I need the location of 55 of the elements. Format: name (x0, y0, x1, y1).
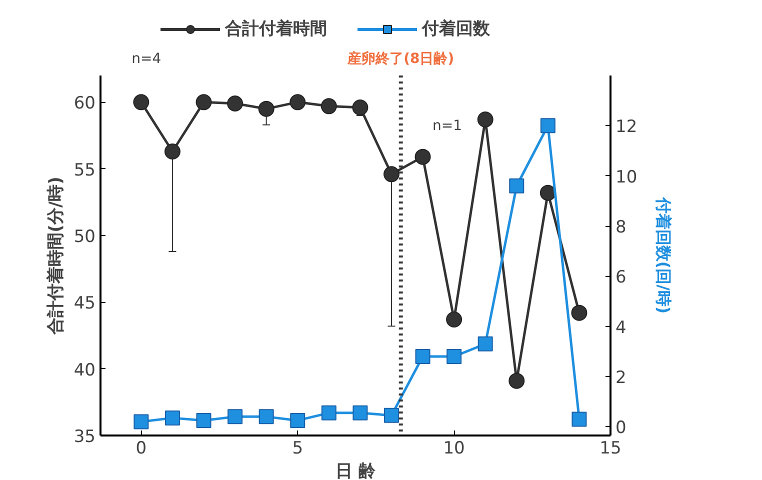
y-axis-title: 合計付着時間(分/時) (46, 176, 66, 336)
point (228, 409, 243, 424)
point (196, 412, 212, 428)
y2-tick-label: 12 (616, 117, 638, 138)
y2-tick-label: 8 (616, 218, 626, 238)
point (509, 178, 524, 194)
point (383, 166, 400, 182)
x-tick-label: 15 (600, 438, 622, 458)
point (164, 144, 180, 160)
point (258, 409, 274, 424)
point (164, 410, 180, 426)
legend-label: 付着回数 (422, 18, 490, 40)
point (196, 94, 212, 110)
y2-tick-label: 6 (616, 268, 626, 288)
y2-axis-title: 付着回数(回/時) (654, 196, 674, 314)
x-tick-label: 0 (136, 438, 147, 458)
point (540, 184, 556, 201)
point (477, 112, 494, 128)
text: n=4 (132, 51, 162, 67)
point (478, 336, 493, 352)
point (415, 348, 430, 364)
point (446, 348, 462, 364)
y2-tick-label: 10 (616, 167, 638, 188)
x-axis-title: 日 齢 (336, 462, 376, 480)
y-tick-label: 35 (74, 427, 96, 447)
point (321, 405, 336, 420)
point (572, 412, 587, 427)
x-tick-label: 5 (292, 438, 304, 458)
point (134, 414, 149, 430)
y2-tick-label: 0 (616, 418, 626, 438)
point (290, 94, 306, 110)
point (133, 94, 150, 110)
y2-tick-label: 2 (616, 368, 626, 388)
point (414, 148, 431, 165)
y-tick-label: 45 (74, 294, 96, 314)
point (508, 372, 525, 389)
point (446, 312, 462, 328)
y-tick-label: 60 (74, 94, 96, 114)
point (320, 98, 337, 114)
y2-tick-label: 4 (616, 318, 626, 338)
point (571, 304, 588, 321)
point (227, 96, 244, 112)
x-tick-label: 10 (443, 438, 465, 458)
point (290, 412, 306, 428)
legend-label: 合計付着時間 (225, 18, 327, 40)
y-tick-label: 40 (74, 360, 96, 380)
point (352, 100, 368, 116)
ref-line-label: 産卵終了(8日齢) (346, 50, 454, 67)
point (384, 408, 399, 423)
y-tick-label: 50 (74, 227, 96, 247)
point (540, 118, 556, 134)
point (258, 100, 274, 117)
point (352, 405, 368, 420)
annotation: n=1 (432, 118, 462, 134)
y-tick-label: 55 (74, 160, 96, 180)
